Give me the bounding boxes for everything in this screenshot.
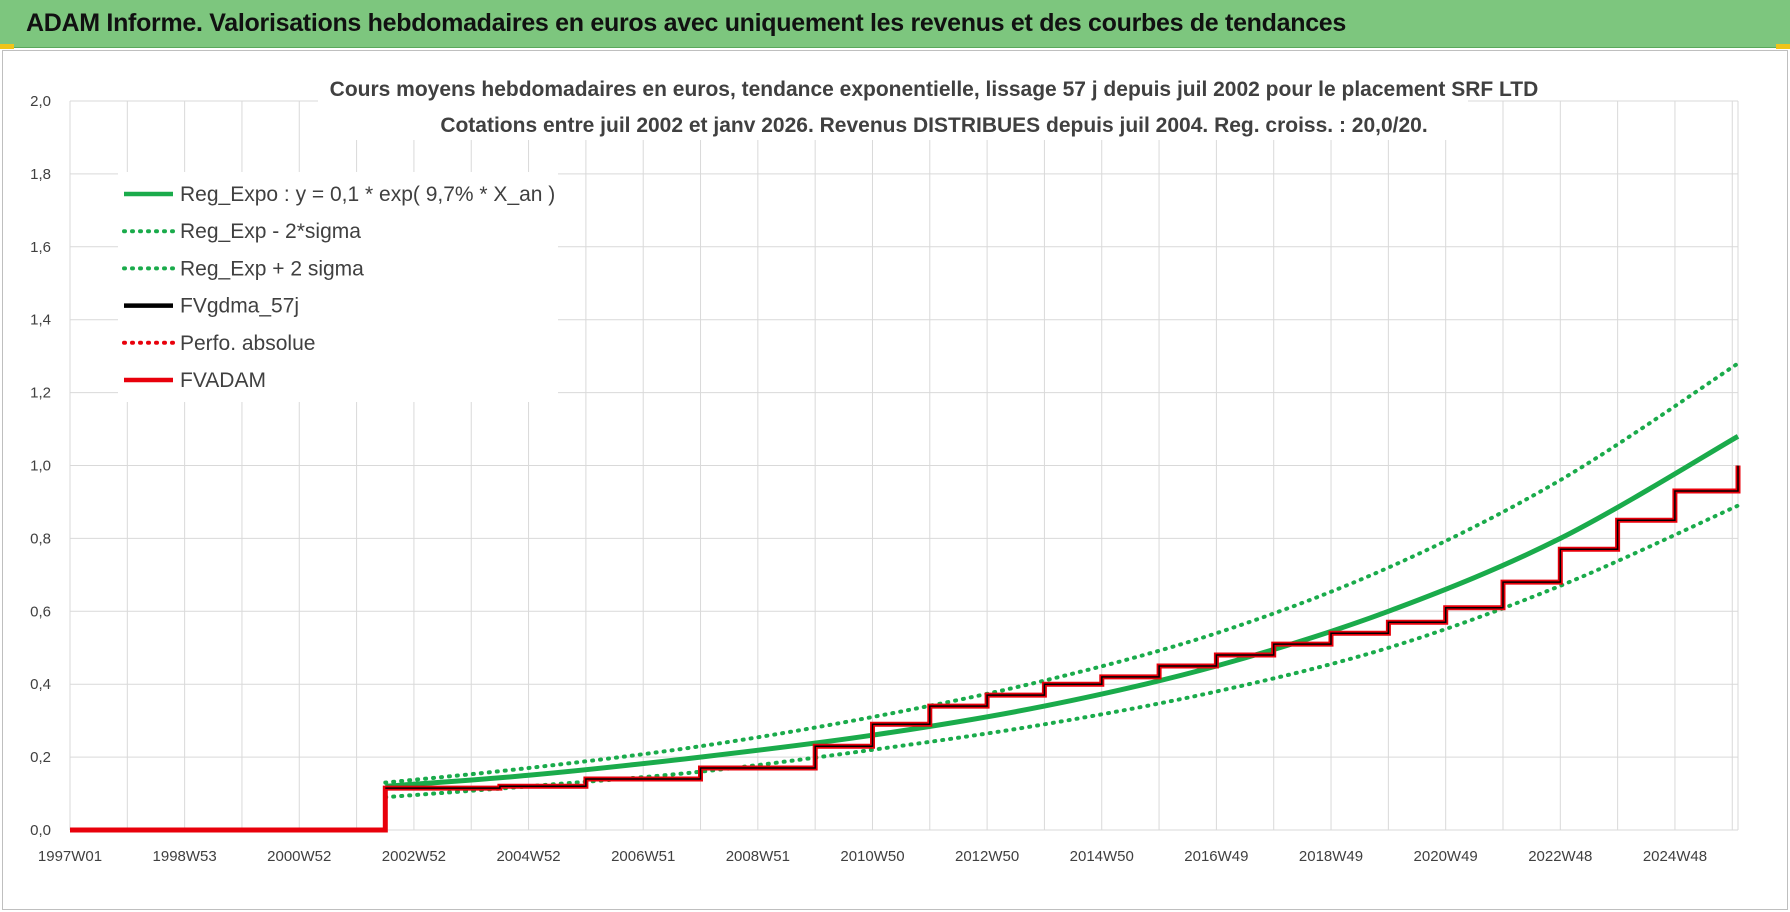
x-tick-label: 2012W50 [955,848,1019,865]
series-fvgdma-57j [385,465,1739,789]
legend-background [118,172,558,402]
x-tick-label: 1998W53 [153,848,217,865]
chart-frame [2,50,1788,910]
series-reg-expo [385,434,1740,789]
x-tick-label: 2000W52 [267,848,331,865]
y-tick-label: 1,8 [30,166,51,183]
x-tick-label: 2016W49 [1184,848,1248,865]
chart-title-line: Cours moyens hebdomadaires en euros, ten… [330,78,1539,101]
legend-entry-label: FVADAM [180,369,266,392]
series-fvadam [70,465,1741,833]
y-tick-label: 1,4 [30,312,51,329]
legend-entry-label: Perfo. absolue [180,332,315,355]
y-tick-label: 1,0 [30,458,51,475]
y-tick-label: 0,8 [30,530,51,547]
y-tick-label: 0,2 [30,749,51,766]
y-tick-label: 0,6 [30,603,51,620]
y-tick-label: 2,0 [30,93,51,110]
y-tick-label: 1,2 [30,385,51,402]
x-tick-label: 2014W50 [1070,848,1134,865]
x-tick-label: 2002W52 [382,848,446,865]
chart-title: Cours moyens hebdomadaires en euros, ten… [318,70,1538,140]
chart-title-line: Cotations entre juil 2002 et janv 2026. … [440,114,1427,137]
legend-entry-label: Reg_Expo : y = 0,1 * exp( 9,7% * X_an ) [180,183,555,206]
chart-title-background [318,70,1468,140]
x-tick-label: 2018W49 [1299,848,1363,865]
corner-marker-left [0,44,14,49]
legend-entry-label: Reg_Exp - 2*sigma [180,220,361,243]
x-tick-label: 2004W52 [496,848,560,865]
axes: 0,0 0,2 0,4 0,6 0,8 1,0 1,2 1,4 1,6 1,8 2,0 1997W01… [30,93,1707,865]
report-title: ADAM Informe. Valorisations hebdomadaire… [26,9,1347,37]
x-tick-label: 2008W51 [726,848,790,865]
x-tick-label: 1997W01 [38,848,102,865]
y-tick-label: 0,0 [30,822,51,839]
x-tick-label: 2024W48 [1643,848,1707,865]
legend-entry-label: FVgdma_57j [180,295,299,318]
x-tick-label: 2022W48 [1528,848,1592,865]
legend-entry-label: Reg_Exp + 2 sigma [180,257,364,280]
series-reg-exp-plus-2sigma [383,361,1740,785]
x-tick-label: 2010W50 [840,848,904,865]
x-tick-label: 2006W51 [611,848,675,865]
y-tick-label: 0,4 [30,676,51,693]
y-tick-label: 1,6 [30,239,51,256]
report-header: ADAM Informe. Valorisations hebdomadaire… [0,0,1790,48]
x-tick-label: 2020W49 [1414,848,1478,865]
legend: Reg_Expo : y = 0,1 * exp( 9,7% * X_an ) R… [118,172,558,402]
series [70,361,1741,833]
corner-marker-right [1776,44,1790,49]
